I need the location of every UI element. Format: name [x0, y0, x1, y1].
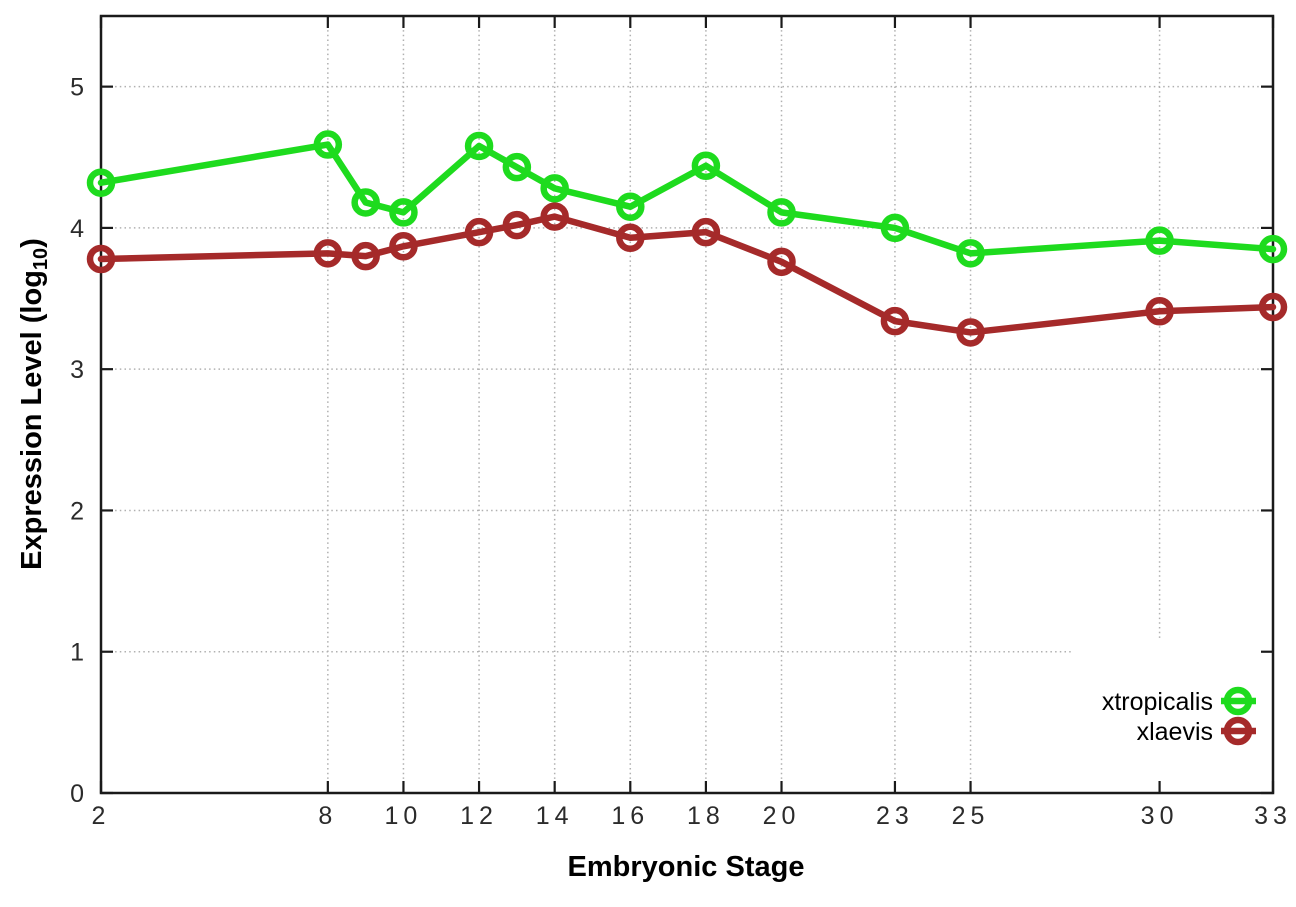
- data-point-xlaevis: [1145, 297, 1174, 326]
- data-point-xlaevis: [351, 241, 380, 271]
- data-point-xtropicalis: [1258, 234, 1288, 264]
- y-axis-title-subscript: 10: [30, 247, 52, 271]
- data-point-xtropicalis: [767, 198, 796, 227]
- legend-label-xtropicalis: xtropicalis: [1102, 688, 1213, 716]
- data-point-xlaevis: [464, 217, 494, 247]
- data-point-xtropicalis: [464, 131, 494, 161]
- y-tick-label: 3: [70, 356, 89, 384]
- data-point-xtropicalis: [691, 151, 721, 180]
- x-tick-label: 20: [763, 802, 801, 830]
- x-tick-label: 2: [92, 802, 111, 830]
- x-tick-label: 23: [876, 802, 914, 830]
- data-point-xtropicalis: [86, 168, 116, 197]
- legend-marker-xtropicalis: [1223, 686, 1253, 716]
- legend-marker-xlaevis: [1223, 716, 1253, 746]
- data-point-xtropicalis: [880, 213, 910, 243]
- legend-label-xlaevis: xlaevis: [1137, 718, 1213, 746]
- y-tick-label: 1: [70, 639, 89, 667]
- y-tick-label: 4: [70, 215, 89, 243]
- x-tick-label: 30: [1141, 802, 1179, 830]
- x-tick-label: 16: [611, 802, 649, 830]
- y-tick-label: 0: [70, 780, 89, 808]
- y-axis-title-text: Expression Level (log10): [16, 238, 52, 570]
- data-point-xtropicalis: [956, 239, 985, 268]
- x-tick-label: 25: [952, 802, 990, 830]
- x-tick-label: 14: [536, 802, 574, 830]
- data-point-xlaevis: [956, 318, 985, 347]
- data-point-xlaevis: [540, 202, 569, 231]
- x-tick-label: 12: [460, 802, 498, 830]
- data-point-xtropicalis: [351, 188, 380, 217]
- data-point-xlaevis: [616, 223, 645, 253]
- data-point-xlaevis: [86, 244, 116, 274]
- data-point-xtropicalis: [389, 198, 418, 227]
- data-point-xtropicalis: [1145, 226, 1174, 255]
- series-line-xtropicalis: [97, 141, 1277, 257]
- data-point-xlaevis: [767, 247, 796, 277]
- data-point-xlaevis: [313, 239, 343, 268]
- x-axis-title: Embryonic Stage: [567, 851, 805, 883]
- data-point-xtropicalis: [502, 152, 532, 182]
- data-point-xlaevis: [691, 217, 721, 247]
- series-line-xlaevis: [97, 213, 1277, 336]
- x-tick-label: 18: [687, 802, 725, 830]
- x-tick-label: 10: [385, 802, 423, 830]
- y-tick-label: 2: [70, 497, 89, 525]
- data-point-xlaevis: [502, 210, 532, 240]
- data-point-xlaevis: [880, 306, 910, 336]
- x-tick-label: 8: [318, 802, 337, 830]
- plot-border: [99, 14, 1275, 795]
- x-tick-label: 33: [1254, 802, 1292, 830]
- y-tick-label: 5: [70, 74, 89, 102]
- y-axis-title: Expression Level (log10): [16, 72, 53, 570]
- data-point-xtropicalis: [616, 192, 645, 221]
- data-point-xlaevis: [1258, 292, 1288, 322]
- data-point-xlaevis: [389, 232, 418, 261]
- data-point-xtropicalis: [313, 130, 343, 159]
- data-point-xtropicalis: [540, 174, 569, 203]
